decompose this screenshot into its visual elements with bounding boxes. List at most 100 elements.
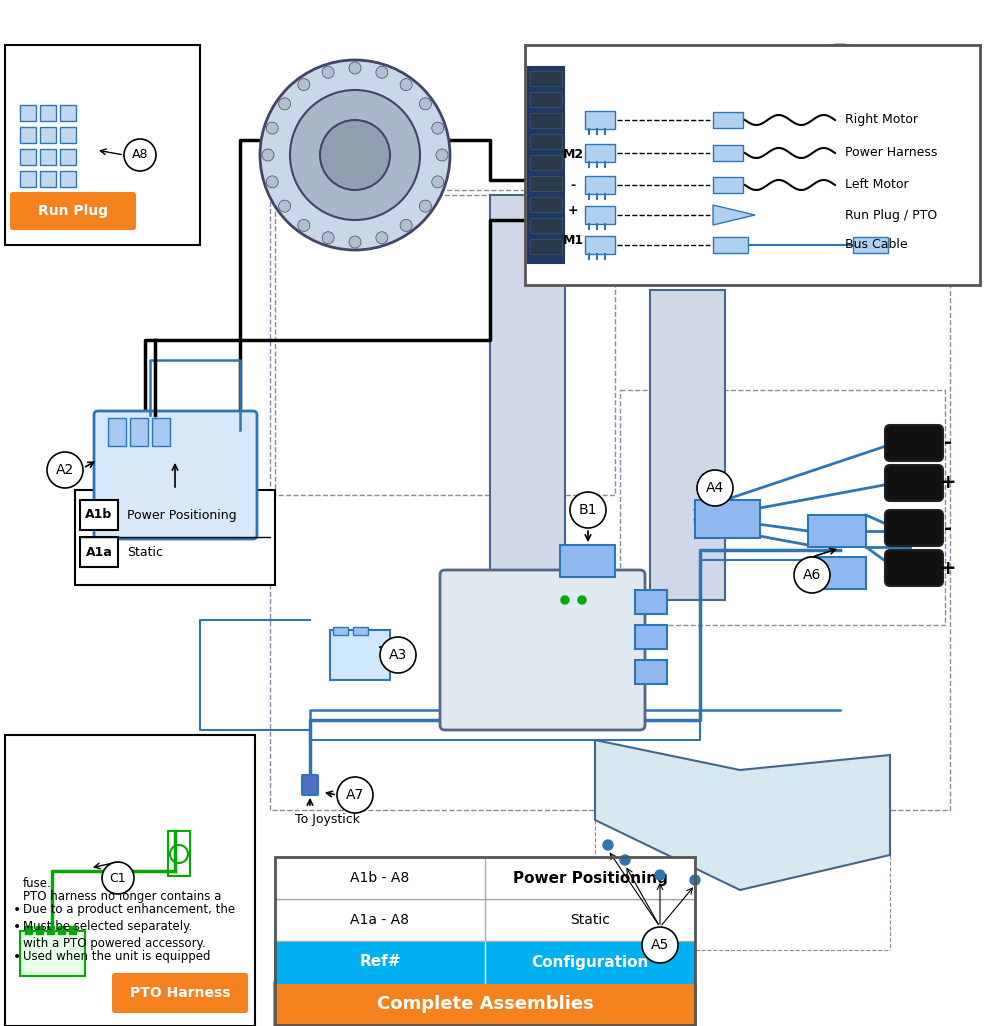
Bar [25,926,32,934]
Text: •: • [13,903,21,917]
Bar [20,149,36,165]
Bar [585,111,615,129]
Bar [69,926,76,934]
Bar [635,625,667,649]
Circle shape [432,122,444,134]
Bar [528,67,564,263]
Circle shape [349,236,361,248]
Bar [635,660,667,684]
Bar [530,239,562,254]
Text: Run Plug: Run Plug [38,204,108,218]
Bar [713,237,748,253]
Text: A7: A7 [346,788,364,802]
Circle shape [690,875,700,885]
Bar [20,105,36,121]
Bar [40,127,56,143]
Bar [560,545,615,577]
Bar [47,926,54,934]
Text: A8: A8 [132,149,148,161]
Text: Due to a product enhancement, the: Due to a product enhancement, the [23,903,235,916]
Bar [853,237,888,253]
Text: Power Harness: Power Harness [845,147,937,159]
Bar [60,171,76,187]
Bar [713,177,743,193]
Bar [530,218,562,233]
Circle shape [419,97,431,110]
Bar [58,926,65,934]
Circle shape [279,200,291,212]
Text: Complete Assemblies: Complete Assemblies [377,995,593,1013]
Bar [5,45,200,245]
Bar [530,197,562,212]
Text: A1b: A1b [85,509,113,521]
Bar [80,537,118,567]
Circle shape [561,596,569,604]
Bar [20,127,36,143]
Bar [130,418,148,446]
Circle shape [298,79,310,90]
Circle shape [380,637,416,673]
Bar [530,134,562,149]
FancyBboxPatch shape [885,510,943,546]
Bar [333,627,348,635]
FancyBboxPatch shape [302,775,318,795]
FancyBboxPatch shape [94,411,257,539]
Text: To Joystick: To Joystick [295,814,360,827]
Circle shape [436,149,448,161]
Text: Static: Static [570,913,610,928]
FancyBboxPatch shape [885,550,943,586]
Text: +: + [568,203,578,216]
Circle shape [755,45,925,215]
Bar [585,176,615,194]
Text: +: + [940,558,956,578]
Circle shape [785,75,895,185]
Bar [650,290,725,600]
Circle shape [794,557,830,593]
Circle shape [322,232,334,244]
Circle shape [400,220,412,232]
Text: B1: B1 [579,503,597,517]
Bar [330,630,390,680]
Bar [75,490,275,585]
Bar [808,557,866,589]
Text: C1: C1 [110,871,126,884]
Bar [275,857,695,1025]
Bar [490,195,565,590]
FancyBboxPatch shape [440,570,645,731]
Text: -: - [944,434,952,452]
Text: •: • [13,950,21,964]
Bar [713,145,743,161]
Circle shape [337,777,373,813]
Bar [60,127,76,143]
Bar [530,155,562,170]
Text: fuse.: fuse. [23,877,52,890]
Polygon shape [713,205,755,225]
Text: with a PTO powered accessory.: with a PTO powered accessory. [23,937,206,950]
Circle shape [432,175,444,188]
Bar [713,112,743,128]
Bar [36,926,43,934]
Bar [275,857,695,899]
Circle shape [260,60,450,250]
FancyBboxPatch shape [885,425,943,461]
Bar [808,515,866,547]
Circle shape [262,149,274,161]
Bar [152,418,170,446]
FancyBboxPatch shape [274,982,696,1026]
Text: A1a - A8: A1a - A8 [351,913,410,928]
Bar [530,113,562,128]
Text: Must be selected separately.: Must be selected separately. [23,920,192,933]
Text: Power Positioning: Power Positioning [513,870,667,885]
Text: A1b - A8: A1b - A8 [350,871,410,885]
Bar [80,500,118,530]
Circle shape [620,855,630,865]
Bar [40,171,56,187]
Text: Static: Static [127,546,163,558]
Bar [275,899,695,941]
Circle shape [570,492,606,528]
Text: A1a: A1a [86,546,112,558]
Circle shape [419,200,431,212]
Text: Used when the unit is equipped: Used when the unit is equipped [23,950,210,963]
FancyBboxPatch shape [11,193,135,229]
Text: Configuration: Configuration [531,954,649,970]
